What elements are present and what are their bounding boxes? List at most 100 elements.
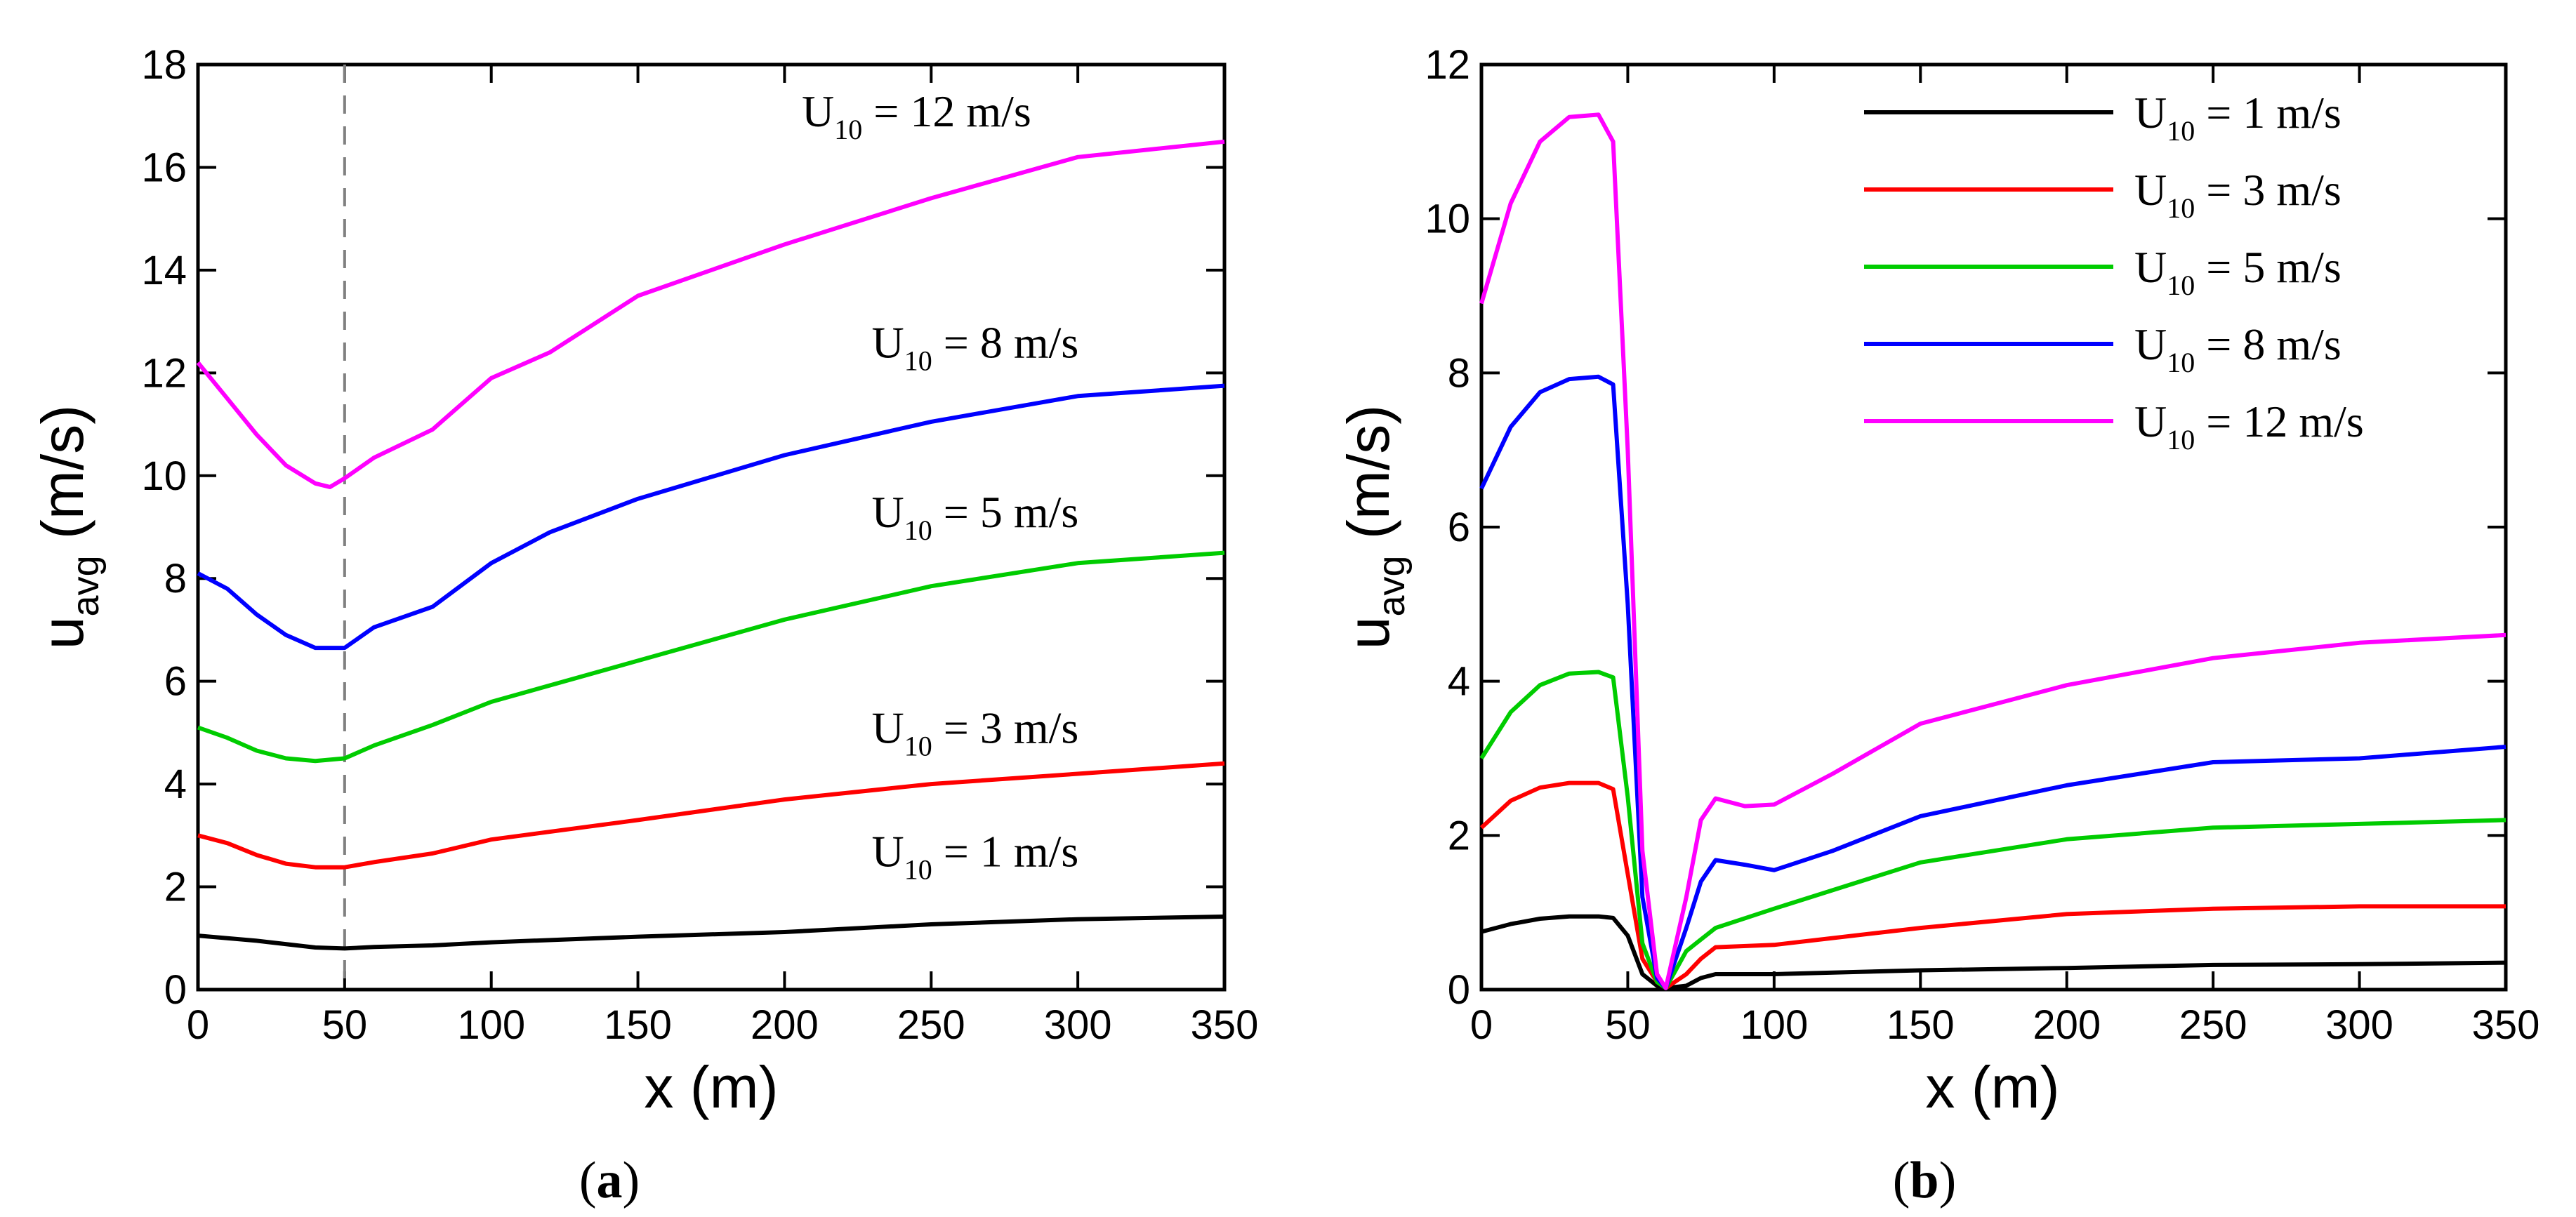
y-axis-title-sub: avg — [1370, 555, 1413, 616]
legend-label-4: U10 = 12 m/s — [2134, 397, 2364, 455]
x-axis-title: x (m) — [1925, 1054, 2059, 1120]
series-label-sub: 10 — [904, 345, 932, 376]
series-label-main: U — [802, 86, 834, 136]
series-label-sub: 10 — [834, 114, 862, 145]
x-tick-label: 0 — [187, 1002, 209, 1048]
y-tick-label: 14 — [141, 248, 187, 293]
series-label-rest: = 5 m/s — [932, 487, 1079, 537]
y-tick-label: 10 — [1425, 197, 1470, 242]
panel-caption-letter: b — [1910, 1152, 1938, 1209]
y-tick-label: 6 — [164, 659, 187, 705]
y-tick-label: 10 — [141, 453, 187, 499]
x-tick-label: 50 — [322, 1002, 368, 1048]
series-label-sub: 10 — [904, 731, 932, 762]
legend-label-2: U10 = 5 m/s — [2134, 242, 2341, 301]
series-label-main: U — [872, 703, 904, 753]
series-label-0: U10 = 1 m/s — [872, 826, 1079, 885]
x-tick-label: 100 — [1740, 1002, 1808, 1048]
x-tick-label: 150 — [1887, 1002, 1955, 1048]
series-label-main: U — [872, 487, 904, 537]
panel-caption-open: ( — [579, 1152, 597, 1209]
x-tick-label: 300 — [2325, 1002, 2393, 1048]
y-axis-title: uavg (m/s) — [29, 405, 107, 649]
y-axis-title: uavg (m/s) — [1335, 405, 1413, 649]
y-tick-label: 0 — [164, 967, 187, 1013]
series-label-rest: = 12 m/s — [862, 86, 1031, 136]
panel-caption: (a) — [579, 1152, 640, 1209]
series-label-rest: = 8 m/s — [932, 317, 1079, 367]
x-tick-label: 50 — [1605, 1002, 1651, 1048]
y-axis-title-main: u — [1335, 616, 1401, 649]
series-line-4 — [1479, 112, 2506, 990]
series-line-3 — [197, 383, 1225, 651]
series-line-4 — [196, 139, 1225, 489]
legend-label-rest: = 5 m/s — [2195, 242, 2341, 292]
y-tick-label: 2 — [1448, 813, 1470, 858]
y-tick-label: 6 — [1448, 505, 1470, 550]
legend-label-sub: 10 — [2167, 347, 2195, 378]
y-tick-label: 18 — [141, 42, 187, 88]
plot-frame — [196, 62, 1227, 992]
y-axis-title-sub: avg — [65, 555, 107, 616]
series-label-rest: = 1 m/s — [932, 826, 1079, 876]
y-tick-label: 0 — [1448, 967, 1470, 1013]
legend-label-3: U10 = 8 m/s — [2134, 319, 2341, 378]
panel-caption-letter: a — [597, 1152, 623, 1209]
x-tick-label: 350 — [2472, 1002, 2540, 1048]
series-label-rest: = 3 m/s — [932, 703, 1079, 753]
legend-label-main: U — [2134, 397, 2167, 446]
x-tick-label: 150 — [604, 1002, 672, 1048]
x-tick-label: 100 — [457, 1002, 525, 1048]
x-tick-label: 0 — [1470, 1002, 1493, 1048]
y-tick-label: 2 — [164, 865, 187, 910]
legend-label-sub: 10 — [2167, 424, 2195, 455]
legend-label-sub: 10 — [2167, 115, 2195, 147]
legend-label-1: U10 = 3 m/s — [2134, 165, 2341, 224]
panel-caption-close: ) — [623, 1152, 640, 1209]
legend-label-rest: = 8 m/s — [2195, 319, 2341, 369]
y-tick-label: 12 — [1425, 42, 1470, 88]
legend-label-main: U — [2134, 165, 2167, 215]
x-tick-label: 200 — [751, 1002, 819, 1048]
panel-caption-close: ) — [1939, 1152, 1957, 1209]
legend-label-main: U — [2134, 319, 2167, 369]
y-tick-label: 4 — [164, 762, 187, 807]
series-line-2 — [197, 550, 1225, 764]
legend-label-sub: 10 — [2167, 192, 2195, 224]
legend-label-rest: = 3 m/s — [2195, 165, 2341, 215]
y-axis-title-main: u — [29, 616, 95, 649]
series-label-4: U10 = 12 m/s — [802, 86, 1031, 145]
x-tick-label: 250 — [897, 1002, 965, 1048]
series-label-1: U10 = 3 m/s — [872, 703, 1079, 762]
y-tick-label: 12 — [141, 350, 187, 396]
legend-label-rest: = 1 m/s — [2195, 88, 2341, 138]
x-tick-label: 350 — [1191, 1002, 1259, 1048]
y-tick-label: 4 — [1448, 659, 1470, 705]
series-label-main: U — [872, 826, 904, 876]
y-axis-title-unit: (m/s) — [1335, 405, 1401, 556]
x-tick-label: 250 — [2179, 1002, 2247, 1048]
panel-caption-open: ( — [1893, 1152, 1910, 1209]
y-tick-label: 16 — [141, 145, 187, 190]
series-label-sub: 10 — [904, 853, 932, 885]
x-tick-label: 200 — [2033, 1002, 2101, 1048]
legend-label-main: U — [2134, 88, 2167, 138]
legend-label-0: U10 = 1 m/s — [2134, 88, 2341, 147]
x-axis-title: x (m) — [644, 1054, 778, 1120]
legend-label-sub: 10 — [2167, 270, 2195, 301]
y-axis-title-unit: (m/s) — [29, 405, 95, 556]
series-label-2: U10 = 5 m/s — [872, 487, 1079, 546]
y-tick-label: 8 — [1448, 350, 1470, 396]
panel-caption: (b) — [1893, 1152, 1956, 1209]
legend-label-main: U — [2134, 242, 2167, 292]
series-line-0 — [197, 915, 1225, 951]
panel-a: 0 50 100 150 200 250 300 350 0 2 4 6 8 10 12 14 16 18 U10 … — [29, 42, 1258, 1209]
series-label-sub: 10 — [904, 514, 932, 546]
series-line-3 — [1479, 374, 2506, 990]
legend-label-rest: = 12 m/s — [2195, 397, 2364, 446]
series-line-1 — [197, 761, 1225, 870]
y-tick-label: 8 — [164, 556, 187, 601]
series-label-3: U10 = 8 m/s — [872, 317, 1079, 376]
